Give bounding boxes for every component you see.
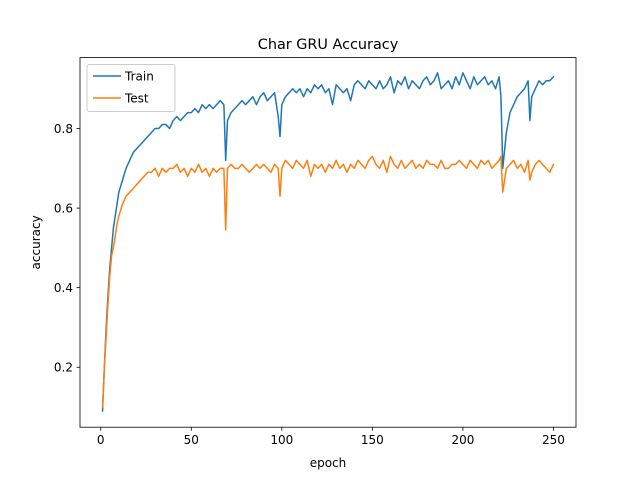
y-tick-label: 0.2 (54, 361, 73, 375)
x-axis: 0 50 100 150 200 250 (97, 427, 565, 447)
legend-label-test: Test (124, 91, 149, 105)
y-tick-label: 0.4 (54, 281, 73, 295)
y-axis: 0.2 0.4 0.6 0.8 (54, 122, 80, 375)
series-layer (101, 72, 555, 412)
legend-label-train: Train (124, 69, 154, 83)
plot-frame (79, 57, 577, 428)
series-line-train (101, 72, 555, 412)
series-line-test (101, 155, 555, 408)
y-tick-label: 0.8 (54, 122, 73, 136)
x-tick-label: 100 (270, 433, 293, 447)
legend: Train Test (86, 64, 176, 112)
x-tick-label: 250 (542, 433, 565, 447)
x-axis-title: epoch (310, 456, 347, 470)
chart-title: Char GRU Accuracy (258, 37, 399, 53)
x-tick-label: 50 (184, 433, 199, 447)
x-tick-label: 200 (451, 433, 474, 447)
y-tick-label: 0.6 (54, 201, 73, 215)
x-tick-label: 0 (97, 433, 105, 447)
plot-area (80, 57, 576, 428)
x-tick-label: 150 (361, 433, 384, 447)
y-axis-title: accuracy (29, 215, 43, 269)
